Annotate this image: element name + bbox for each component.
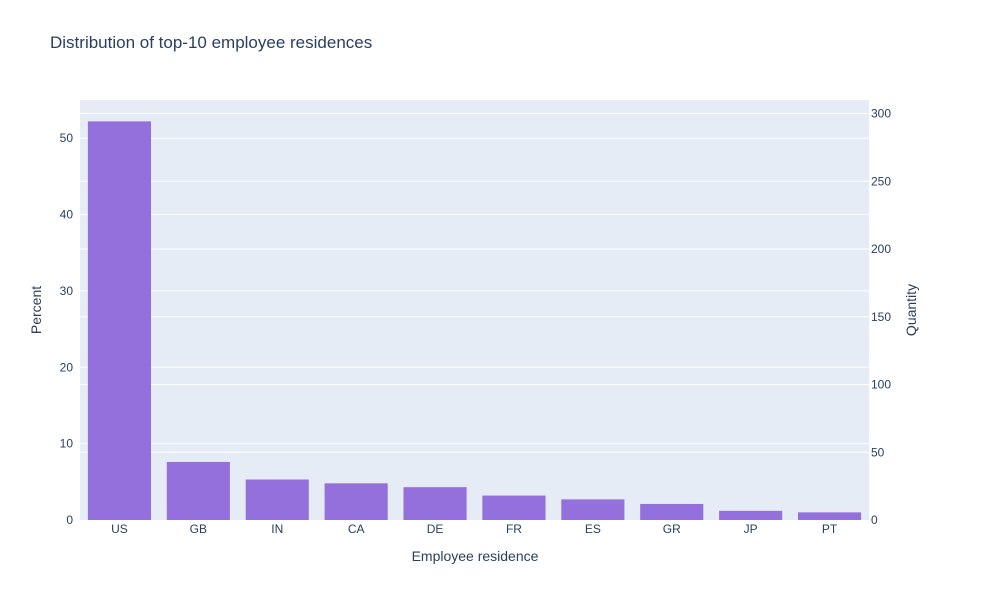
gridlines: [80, 113, 869, 453]
bar-jp[interactable]: [719, 510, 783, 520]
x-tick-label: GR: [663, 522, 681, 536]
x-tick-label: PT: [822, 522, 838, 536]
x-tick-label: DE: [427, 522, 444, 536]
bar-gb[interactable]: [166, 461, 230, 520]
y2-axis-label: Quantity: [903, 284, 919, 336]
x-tick-label: CA: [348, 522, 365, 536]
y2-tick-label: 200: [871, 242, 891, 256]
bar-es[interactable]: [561, 499, 625, 520]
bar-de[interactable]: [403, 487, 467, 520]
x-tick-label: GB: [190, 522, 207, 536]
y2-axis-ticks: 0 50 100 150 200 250 300: [871, 107, 891, 527]
y-tick-label: 20: [60, 360, 74, 374]
x-tick-label: IN: [271, 522, 283, 536]
y2-tick-label: 300: [871, 107, 891, 121]
y2-tick-label: 50: [871, 445, 885, 459]
y-tick-label: 10: [60, 437, 74, 451]
y-axis-ticks: 0 10 20 30 40 50: [60, 131, 74, 527]
x-tick-label: ES: [585, 522, 601, 536]
chart-title: Distribution of top-10 employee residenc…: [50, 33, 373, 52]
bar-gr[interactable]: [640, 503, 704, 520]
x-axis-ticks: US GB IN CA DE FR ES GR JP PT: [111, 522, 838, 536]
bar-fr[interactable]: [482, 495, 546, 520]
y-tick-label: 30: [60, 284, 74, 298]
bar-us[interactable]: [87, 121, 152, 520]
bar-pt[interactable]: [797, 512, 862, 520]
y-tick-label: 50: [60, 131, 74, 145]
bars: [87, 121, 862, 520]
y-tick-label: 40: [60, 208, 74, 222]
x-axis-label: Employee residence: [412, 548, 539, 564]
bar-ca[interactable]: [324, 483, 388, 520]
y-tick-label: 0: [66, 513, 73, 527]
bar-in[interactable]: [245, 479, 309, 520]
plot-area: [80, 100, 869, 520]
y2-tick-label: 0: [871, 513, 878, 527]
y-axis-label: Percent: [28, 286, 44, 334]
x-tick-label: US: [111, 522, 128, 536]
y2-tick-label: 100: [871, 378, 891, 392]
x-tick-label: FR: [506, 522, 522, 536]
x-tick-label: JP: [744, 522, 758, 536]
y2-tick-label: 150: [871, 310, 891, 324]
y2-tick-label: 250: [871, 174, 891, 188]
